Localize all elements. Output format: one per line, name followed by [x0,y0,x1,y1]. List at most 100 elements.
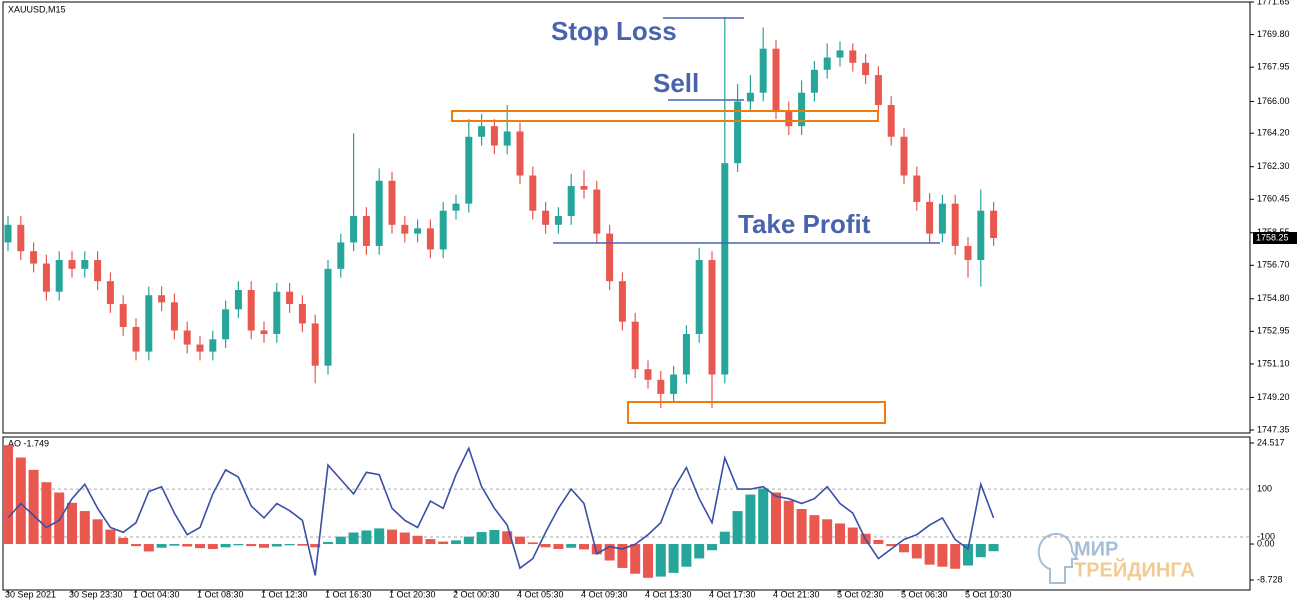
candle-body [887,105,895,137]
ao-bar [937,544,948,567]
candle-body [734,101,742,164]
candle-body [362,216,370,246]
ao-bar [847,527,858,545]
candle-body [580,186,588,190]
candle-body [529,175,537,211]
candle-body [772,48,780,111]
ao-bar [873,539,884,545]
y-tick-label: 1752.95 [1257,326,1290,336]
ao-bar [3,445,13,545]
candle-body [657,379,665,394]
candle-body [862,62,870,76]
ao-bar [681,544,692,567]
candle-body [670,374,678,394]
y-tick-label: 1749.20 [1257,392,1290,402]
candle-body [170,302,178,331]
main-panel [2,1,1251,434]
candle-body [542,210,550,225]
ao-bar [143,544,154,552]
ao-bar [361,530,372,545]
ao-bar [911,544,922,559]
sell-label: Sell [653,68,699,98]
candle-body [977,210,985,261]
ao-bar [259,544,269,548]
ao-bar [809,515,820,545]
ao-bar [118,537,129,545]
ao-bar [566,544,577,548]
ao-bar [105,529,116,545]
ao-bar [707,544,717,551]
current-price-label: 1758.25 [1256,232,1289,242]
candle-body [426,228,434,250]
candle-body [465,136,473,204]
candle-body [503,131,511,146]
candle-body [567,186,575,216]
ao-bar [502,531,513,545]
ao-bar [655,544,666,577]
candle-body [695,260,703,335]
candle-body [145,295,153,352]
candle-body [350,216,358,243]
candle-body [836,50,844,58]
ao-bar [988,544,999,552]
stop-loss-label: Stop Loss [551,16,677,46]
candle-body [183,330,191,345]
candle-body [260,330,268,335]
ao-bar [412,535,423,545]
candle-body [708,260,716,375]
ao-bar [92,519,103,545]
ao-bar [323,541,333,545]
marks: 1771.65 1769.80 1767.95 1766.00 1764.20 1762.… [3,0,1297,599]
ao-bar [771,492,781,545]
ao-bar [963,544,973,566]
x-tick-label: 30 Sep 23:30 [69,589,123,599]
candle-body [631,321,639,370]
ao-bar [284,544,295,546]
candle-body [4,224,12,243]
x-tick-label: 4 Oct 17:30 [709,589,756,599]
candle-body [337,242,345,269]
ao-bar [399,532,410,545]
candle-body [490,126,498,146]
ao-bar [438,541,449,545]
ao-bar [540,544,551,548]
candle-body [414,228,422,234]
y-tick-label: -8.728 [1257,574,1283,584]
watermark-line1: МИР [1074,538,1118,560]
ao-bar [591,544,602,555]
ao-bar [745,494,756,545]
x-tick-label: 4 Oct 21:30 [773,589,820,599]
candle-body [273,291,281,335]
candle-body [132,326,140,352]
ao-bar [387,529,397,545]
x-tick-label: 4 Oct 13:30 [645,589,692,599]
candle-body [516,131,524,176]
candle-body [439,210,447,250]
oscillator-line [7,446,995,576]
candle-body [810,69,818,93]
candle-body [913,175,921,202]
ao-bar [758,488,769,545]
ao-bar [156,544,167,548]
ao-bar [515,536,525,545]
ao-bar [924,544,935,565]
x-tick-label: 1 Oct 12:30 [261,589,308,599]
candle-body [247,289,255,331]
candle-body [388,180,396,225]
y-tick-label: 24.517 [1257,437,1285,447]
candle-body [746,92,754,102]
candle-body [593,189,601,234]
candle-body [234,289,242,310]
ao-bar [246,544,257,547]
y-tick-label: 1760.45 [1257,194,1290,204]
x-tick-label: 1 Oct 20:30 [389,589,436,599]
candle-body [721,163,729,375]
y-tick-label: 1754.80 [1257,293,1290,303]
candle-body [42,263,50,292]
watermark-line2: ТРЕЙДИНГА [1074,557,1195,581]
x-tick-label: 30 Sep 2021 [5,589,56,599]
ao-bar [182,544,193,547]
candle-body [298,304,306,324]
candle-body [452,203,460,211]
